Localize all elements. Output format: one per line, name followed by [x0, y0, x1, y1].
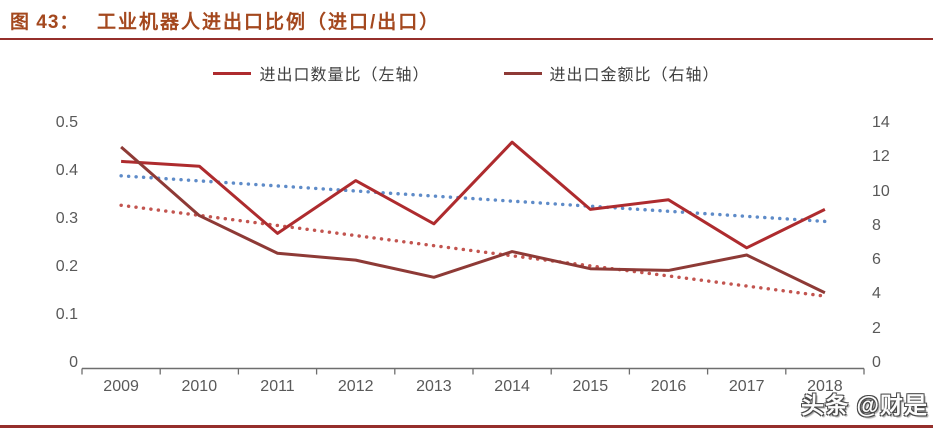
legend-line-swatch-red	[213, 71, 252, 75]
bottom-divider	[0, 425, 933, 428]
legend-label-value: 进出口金额比（右轴）	[549, 67, 720, 84]
trendline-quantity	[119, 174, 827, 224]
right-axis-tick-label: 2	[872, 319, 881, 337]
legend-line-swatch-darkred	[503, 71, 542, 75]
page-title: 工业机器人进出口比例（进口/出口）	[97, 12, 441, 33]
x-axis-year-label: 2016	[650, 378, 687, 395]
right-axis-tick-label: 8	[872, 216, 881, 234]
x-axis-year-label: 2018	[807, 378, 843, 395]
x-axis-year-label: 2011	[260, 378, 295, 395]
left-axis-tick-label: 0.4	[55, 162, 78, 179]
left-axis-tick-label: 0	[69, 354, 78, 371]
x-axis-year-label: 2015	[572, 378, 609, 395]
left-axis-tick-label: 0.3	[55, 210, 78, 227]
left-axis-tick-label: 0.1	[55, 306, 78, 323]
left-axis-tick-label: 0.5	[55, 114, 78, 131]
x-axis-year-label: 2017	[728, 378, 765, 395]
watermark: 头条 @财是	[801, 392, 928, 418]
right-axis-tick-label: 6	[872, 251, 881, 269]
right-axis-tick-label: 14	[872, 114, 890, 131]
legend-item-value-ratio: 进出口金额比（右轴）	[503, 61, 720, 85]
right-axis-tick-label: 12	[872, 148, 890, 166]
left-axis-tick-label: 0.2	[55, 258, 78, 275]
chart-header: 图 43： 工业机器人进出口比例（进口/出口）	[0, 0, 933, 36]
x-axis-year-label: 2010	[181, 378, 218, 395]
x-axis-year-label: 2009	[103, 378, 139, 395]
right-axis-tick-label: 0	[872, 354, 881, 371]
legend-item-quantity-ratio: 进出口数量比（左轴）	[213, 61, 429, 85]
x-axis-year-label: 2014	[494, 378, 530, 395]
chart-legend: 进出口数量比（左轴） 进出口金额比（右轴）	[0, 59, 933, 87]
x-axis-year-label: 2012	[337, 378, 374, 395]
series-line-quantity-ratio	[121, 140, 826, 250]
header-divider	[0, 38, 933, 40]
right-axis-tick-label: 10	[872, 182, 890, 200]
figure-number: 图 43：	[10, 12, 80, 33]
x-axis-year-label: 2013	[416, 378, 452, 395]
right-axis-tick-label: 4	[872, 285, 881, 303]
series-line-value-ratio	[120, 145, 826, 295]
legend-label-quantity: 进出口数量比（左轴）	[259, 67, 430, 84]
trendline-value	[119, 203, 827, 298]
